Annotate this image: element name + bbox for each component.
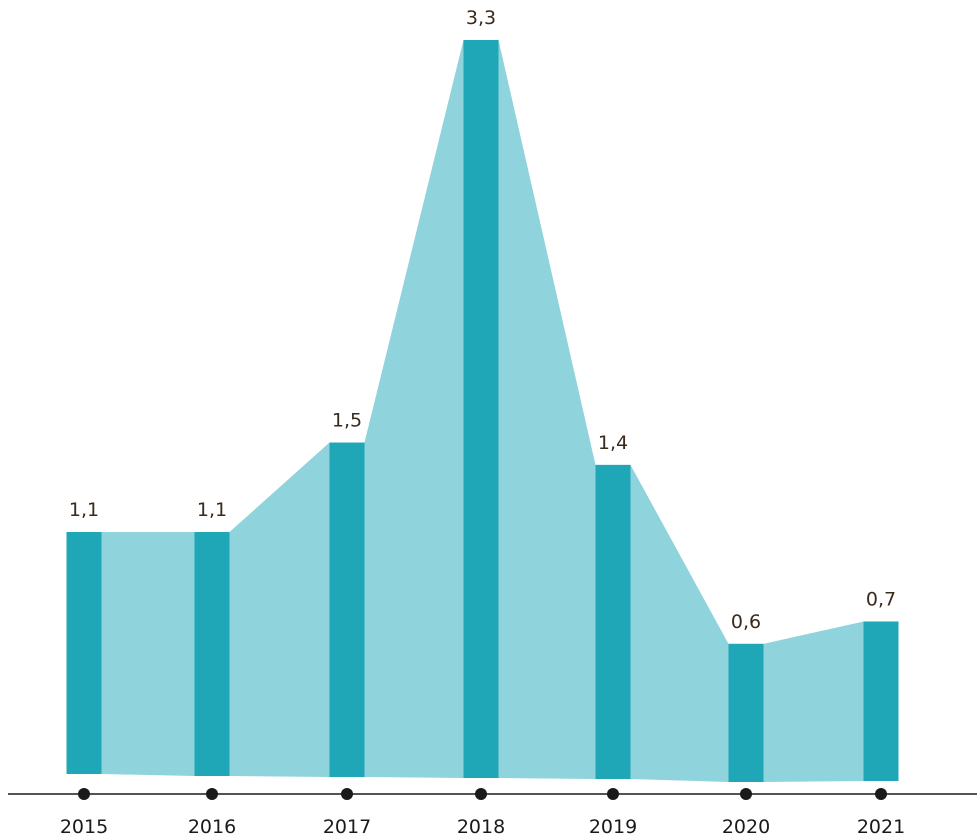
tick-marker-2016 — [206, 788, 218, 800]
value-label-2019: 1,4 — [598, 432, 628, 454]
tick-marker-2020 — [740, 788, 752, 800]
bar-2015 — [66, 532, 102, 774]
tick-marker-2015 — [78, 788, 90, 800]
axis-layer — [8, 788, 977, 800]
tick-label-2015: 2015 — [60, 816, 108, 835]
value-label-2018: 3,3 — [466, 7, 496, 29]
tick-marker-2021 — [875, 788, 887, 800]
bar-layer — [66, 40, 899, 782]
value-label-2021: 0,7 — [866, 588, 896, 610]
bar-2018 — [463, 40, 499, 778]
tick-label-2017: 2017 — [323, 816, 371, 835]
bar-2021 — [863, 621, 899, 781]
value-label-2017: 1,5 — [332, 410, 362, 432]
value-label-2020: 0,6 — [731, 611, 761, 633]
bar-2019 — [595, 464, 631, 779]
bar-2017 — [329, 442, 365, 777]
tick-marker-2019 — [607, 788, 619, 800]
tick-marker-2018 — [475, 788, 487, 800]
label-layer: 2015 2016 2017 2018 2019 2020 2021 1,1 1,1 1,5 3,3… — [60, 7, 905, 838]
bar-2020 — [728, 643, 764, 782]
tick-label-2020: 2020 — [722, 816, 770, 835]
tick-label-2019: 2019 — [589, 816, 637, 835]
bar-2016 — [194, 532, 230, 776]
tick-label-2018: 2018 — [457, 816, 505, 835]
value-label-2015: 1,1 — [69, 499, 99, 521]
tick-label-2016: 2016 — [188, 816, 236, 835]
tick-marker-2017 — [341, 788, 353, 800]
value-label-2016: 1,1 — [197, 499, 227, 521]
tick-label-2021: 2021 — [857, 816, 905, 835]
